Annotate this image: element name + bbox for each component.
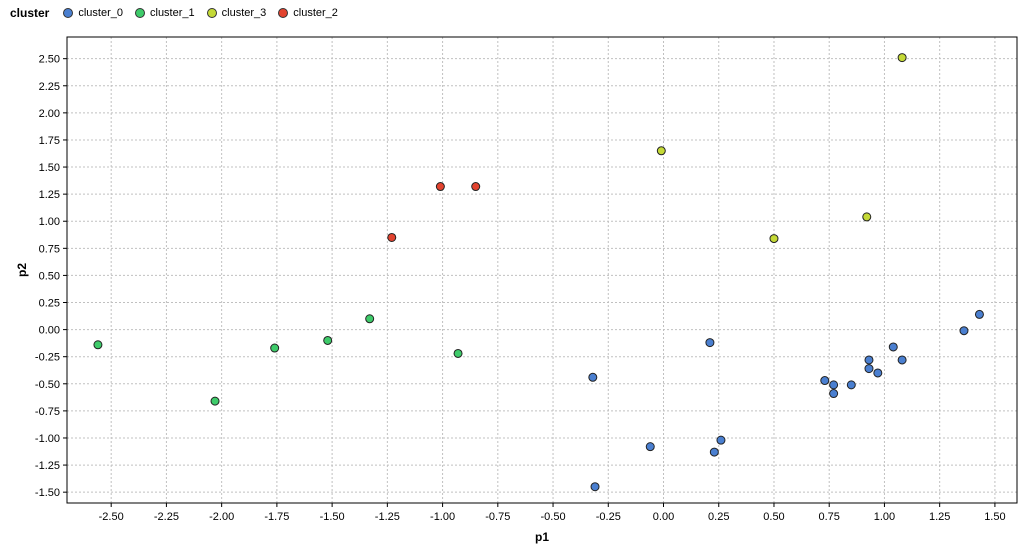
legend-label: cluster_1 bbox=[150, 7, 195, 19]
data-point-cluster-0[interactable] bbox=[959, 326, 969, 336]
y-tick-label: -1.00 bbox=[35, 433, 60, 445]
y-tick-label: 0.00 bbox=[39, 325, 60, 337]
data-point-cluster-0[interactable] bbox=[873, 368, 883, 378]
data-point-cluster-3[interactable] bbox=[769, 234, 779, 244]
y-tick-label: 2.25 bbox=[39, 81, 60, 93]
data-point-cluster-0[interactable] bbox=[846, 380, 856, 390]
data-point-cluster-0[interactable] bbox=[588, 372, 598, 382]
data-point-cluster-0[interactable] bbox=[716, 435, 726, 445]
y-tick-label: 2.50 bbox=[39, 54, 60, 66]
y-tick-label: 1.50 bbox=[39, 162, 60, 174]
data-point-cluster-0[interactable] bbox=[864, 355, 874, 365]
x-tick-label: 1.00 bbox=[874, 511, 895, 523]
y-tick-label: 0.50 bbox=[39, 270, 60, 282]
legend-dot-icon bbox=[206, 8, 217, 18]
legend-dot-icon bbox=[278, 8, 289, 18]
y-tick-label: 1.75 bbox=[39, 135, 60, 147]
legend-item-cluster-0[interactable]: cluster_0 bbox=[63, 7, 123, 19]
legend-label: cluster_2 bbox=[293, 7, 338, 19]
legend-title: cluster bbox=[10, 6, 50, 20]
data-point-cluster-2[interactable] bbox=[471, 182, 481, 192]
y-tick-label: -0.75 bbox=[35, 406, 60, 418]
data-point-cluster-0[interactable] bbox=[974, 309, 984, 319]
y-tick-label: -0.25 bbox=[35, 352, 60, 364]
data-point-cluster-1[interactable] bbox=[270, 343, 280, 353]
x-tick-label: 1.50 bbox=[984, 511, 1005, 523]
data-point-cluster-0[interactable] bbox=[820, 376, 830, 386]
data-point-cluster-0[interactable] bbox=[590, 482, 600, 492]
x-tick-label: -2.00 bbox=[209, 511, 234, 523]
y-tick-label: -0.50 bbox=[35, 379, 60, 391]
legend-dot-icon bbox=[63, 8, 74, 18]
legend-label: cluster_3 bbox=[221, 7, 267, 19]
data-point-cluster-0[interactable] bbox=[897, 355, 907, 365]
y-tick-label: -1.25 bbox=[35, 460, 60, 472]
x-tick-label: -1.75 bbox=[264, 511, 289, 523]
data-point-cluster-0[interactable] bbox=[864, 364, 874, 374]
x-tick-label: -0.50 bbox=[541, 511, 566, 523]
x-tick-label: -1.25 bbox=[375, 511, 400, 523]
data-point-cluster-0[interactable] bbox=[705, 338, 715, 348]
data-point-cluster-0[interactable] bbox=[888, 342, 898, 352]
x-tick-label: -2.50 bbox=[99, 511, 124, 523]
y-tick-label: -1.50 bbox=[35, 487, 60, 499]
y-tick-label: 0.75 bbox=[39, 243, 60, 255]
x-axis: -2.50 -2.25 -2.00 -1.75 -1.50 -1.25 -1.00 -0.75… bbox=[99, 503, 1006, 523]
y-tick-label: 1.25 bbox=[39, 189, 60, 201]
x-tick-label: -1.00 bbox=[430, 511, 455, 523]
x-axis-title: p1 bbox=[535, 530, 549, 544]
data-point-cluster-1[interactable] bbox=[323, 335, 333, 345]
x-tick-label: 0.50 bbox=[763, 511, 784, 523]
plot-area[interactable] bbox=[66, 36, 1018, 504]
data-point-cluster-2[interactable] bbox=[387, 232, 397, 242]
x-tick-label: 0.25 bbox=[708, 511, 729, 523]
data-point-cluster-0[interactable] bbox=[829, 380, 839, 390]
x-tick-label: -2.25 bbox=[154, 511, 179, 523]
data-point-cluster-2[interactable] bbox=[435, 182, 445, 192]
y-tick-label: 1.00 bbox=[39, 216, 60, 228]
grid-lines bbox=[67, 37, 1017, 503]
data-point-cluster-0[interactable] bbox=[645, 442, 655, 452]
data-point-cluster-1[interactable] bbox=[365, 314, 375, 324]
y-tick-label: 2.00 bbox=[39, 108, 60, 120]
y-tick-label: 0.25 bbox=[39, 298, 60, 310]
x-tick-label: -0.25 bbox=[596, 511, 621, 523]
legend-item-cluster-3[interactable]: cluster_3 bbox=[206, 7, 267, 19]
data-point-cluster-3[interactable] bbox=[656, 146, 666, 156]
data-point-cluster-3[interactable] bbox=[862, 212, 872, 222]
data-point-cluster-1[interactable] bbox=[93, 340, 103, 350]
data-point-cluster-0[interactable] bbox=[709, 447, 719, 457]
legend-label: cluster_0 bbox=[78, 7, 123, 19]
legend-item-cluster-1[interactable]: cluster_1 bbox=[135, 7, 195, 19]
data-point-cluster-0[interactable] bbox=[829, 389, 839, 399]
x-tick-label: -1.50 bbox=[320, 511, 345, 523]
legend-item-cluster-2[interactable]: cluster_2 bbox=[278, 7, 338, 19]
x-tick-label: 0.00 bbox=[653, 511, 674, 523]
data-point-cluster-1[interactable] bbox=[453, 348, 463, 358]
data-point-cluster-1[interactable] bbox=[210, 396, 220, 406]
data-point-cluster-3[interactable] bbox=[897, 53, 907, 63]
x-tick-label: 0.75 bbox=[818, 511, 839, 523]
legend: cluster cluster_0 cluster_1 cluster_3 cl… bbox=[10, 4, 350, 22]
x-tick-label: -0.75 bbox=[485, 511, 510, 523]
y-axis-title: p2 bbox=[15, 263, 29, 277]
data-points bbox=[93, 53, 984, 492]
y-axis: -1.50 -1.25 -1.00 -0.75 -0.50 -0.25 0.00 0.25 0.… bbox=[35, 54, 67, 499]
legend-dot-icon bbox=[135, 8, 145, 18]
x-tick-label: 1.25 bbox=[929, 511, 950, 523]
